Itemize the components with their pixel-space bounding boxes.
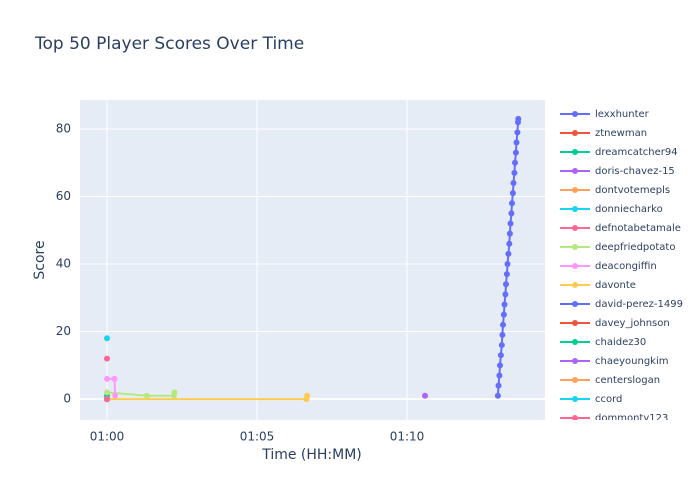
legend-label[interactable]: centerslogan (595, 375, 660, 386)
data-point (499, 331, 506, 338)
data-point (513, 139, 520, 146)
legend-label[interactable]: chaeyoungkim (595, 356, 669, 367)
legend-label[interactable]: david-perez-1499 (595, 299, 683, 310)
data-point (422, 392, 428, 399)
data-point (509, 190, 516, 197)
x-tick-label: 01:10 (390, 430, 425, 444)
legend-marker (572, 301, 578, 307)
legend-label[interactable]: doris-chavez-15 (595, 166, 675, 177)
data-point (104, 375, 110, 382)
legend-label[interactable]: defnotabetamale (595, 223, 681, 234)
x-tick-label: 01:05 (240, 430, 275, 444)
y-tick-label: 0 (63, 392, 71, 406)
data-point (104, 355, 110, 362)
data-point (505, 250, 512, 257)
legend-marker (572, 130, 578, 136)
legend-marker (572, 358, 578, 364)
data-point (506, 230, 513, 237)
legend-marker (572, 377, 578, 383)
data-point (143, 392, 150, 399)
legend-marker (572, 320, 578, 326)
plot (104, 115, 522, 403)
legend-marker (572, 206, 578, 212)
legend-marker (572, 339, 578, 345)
legend-label[interactable]: lexxhunter (595, 109, 650, 120)
legend-label[interactable]: ccord (595, 394, 622, 405)
legend-label[interactable]: deepfriedpotato (595, 242, 675, 253)
data-point (104, 396, 110, 403)
data-point (500, 321, 506, 328)
data-point (503, 271, 510, 278)
y-axis-title: Score (32, 240, 48, 279)
legend-marker (572, 149, 578, 155)
data-point (496, 372, 503, 379)
data-point (498, 342, 505, 349)
legend-marker (572, 225, 578, 231)
grid (80, 100, 545, 420)
legend-marker (572, 396, 578, 402)
chart-title: Top 50 Player Scores Over Time (34, 34, 304, 54)
legend-label[interactable]: dreamcatcher94 (595, 147, 678, 158)
y-tick-label: 40 (56, 257, 71, 271)
legend-label[interactable]: ztnewman (595, 128, 647, 139)
data-point (495, 382, 502, 389)
legend-marker (572, 168, 578, 174)
legend-label[interactable]: deacongiffin (595, 261, 657, 272)
legend[interactable]: lexxhunter ztnewman dreamcatcher94 doris-ch… (560, 109, 683, 424)
legend-marker (572, 111, 578, 117)
legend-label[interactable]: davonte (595, 280, 636, 291)
legend-label[interactable]: dontvotemepls (595, 185, 670, 196)
data-point (506, 240, 513, 247)
y-tick-label: 80 (56, 122, 71, 136)
data-point (500, 311, 507, 318)
y-tick-label: 60 (56, 189, 71, 203)
legend-marker (572, 263, 578, 269)
data-point (304, 392, 311, 399)
x-tick-label: 01:00 (90, 430, 125, 444)
data-point (508, 210, 515, 217)
data-point (104, 389, 110, 396)
legend-label[interactable]: davey_johnson (595, 318, 670, 329)
data-point (501, 301, 508, 308)
y-tick-label: 20 (56, 324, 71, 338)
data-point (512, 159, 518, 166)
data-point (512, 149, 519, 156)
data-point (510, 180, 517, 187)
data-point (507, 220, 514, 227)
data-point (503, 281, 509, 288)
data-point (515, 115, 522, 122)
x-axis-title: Time (HH:MM) (261, 447, 362, 463)
legend-marker (572, 244, 578, 250)
data-point (171, 389, 178, 396)
data-point (509, 200, 515, 207)
legend-label[interactable]: chaidez30 (595, 337, 646, 348)
data-point (104, 335, 110, 342)
data-point (112, 392, 119, 399)
data-point (494, 392, 501, 399)
data-point (514, 129, 521, 136)
legend-label[interactable]: donniecharko (595, 204, 663, 215)
legend-marker (572, 187, 578, 193)
plot-area (80, 100, 545, 420)
data-point (502, 291, 509, 298)
data-point (504, 261, 511, 268)
data-point (111, 375, 118, 382)
legend-label[interactable]: dommonty123 (595, 413, 668, 424)
data-point (511, 169, 518, 176)
legend-marker (572, 282, 578, 288)
data-point (497, 352, 504, 359)
data-point (497, 362, 503, 369)
legend-marker (572, 415, 578, 420)
